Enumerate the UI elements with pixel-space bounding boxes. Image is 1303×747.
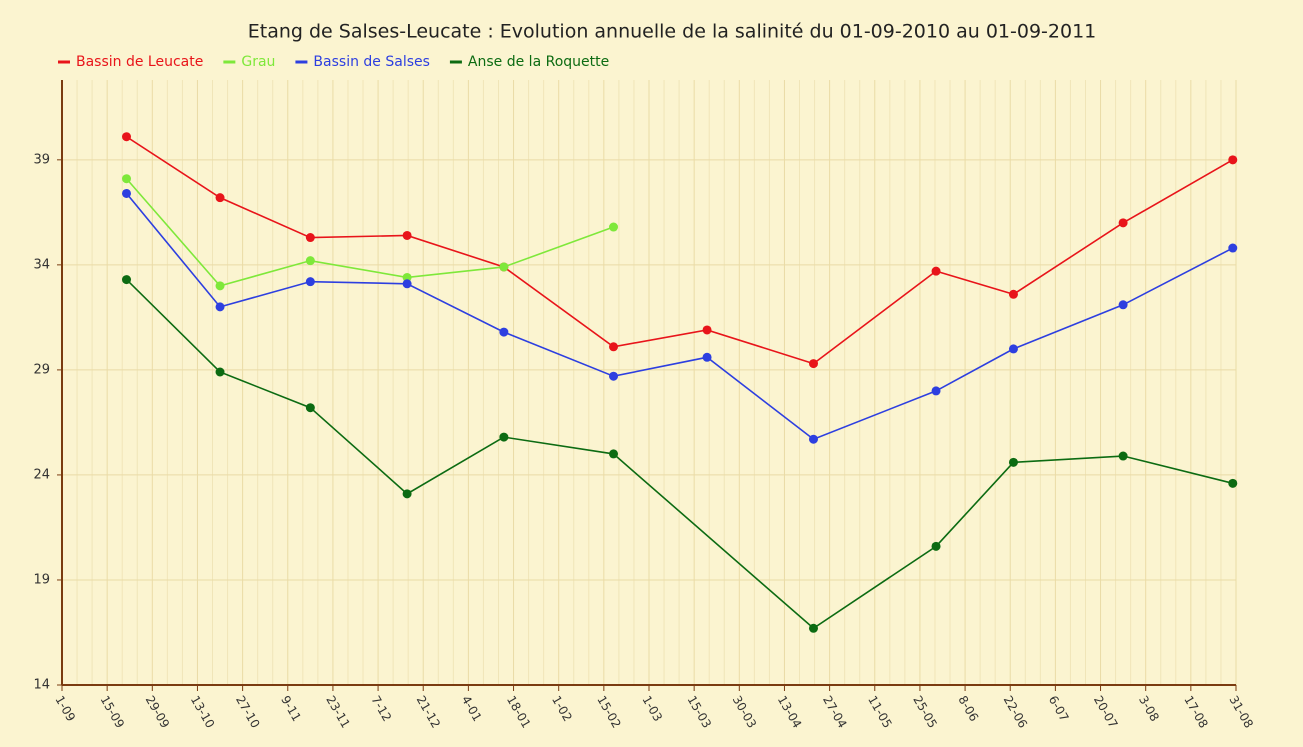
- data-point: [808, 359, 818, 369]
- data-point: [1008, 457, 1018, 467]
- data-point: [122, 275, 132, 285]
- data-point: [609, 342, 619, 352]
- data-point: [305, 277, 315, 287]
- y-tick-label: 14: [33, 678, 50, 693]
- y-tick-label: 19: [33, 572, 50, 587]
- data-point: [609, 371, 619, 381]
- data-point: [931, 541, 941, 551]
- data-point: [808, 623, 818, 633]
- data-point: [1228, 155, 1238, 165]
- data-point: [1008, 344, 1018, 354]
- data-point: [1118, 300, 1128, 310]
- data-point: [305, 233, 315, 243]
- data-point: [499, 327, 509, 337]
- data-point: [122, 188, 132, 198]
- data-point: [609, 449, 619, 459]
- series-line: [125, 192, 1234, 441]
- data-point: [499, 432, 509, 442]
- series-line: [125, 178, 614, 287]
- series-line: [126, 136, 1234, 365]
- legend-label: Bassin de Salses: [313, 54, 430, 70]
- data-point: [215, 302, 225, 312]
- data-point: [499, 262, 509, 272]
- data-point: [1008, 289, 1018, 299]
- legend-label: Anse de la Roquette: [468, 54, 609, 70]
- data-point: [402, 279, 412, 289]
- data-point: [1228, 243, 1238, 253]
- data-point: [702, 352, 712, 362]
- y-tick-label: 29: [33, 362, 50, 377]
- data-point: [402, 272, 412, 282]
- y-tick-label: 39: [33, 152, 50, 167]
- data-point: [122, 132, 132, 142]
- y-tick-label: 34: [33, 257, 50, 272]
- data-point: [1118, 218, 1128, 228]
- data-point: [402, 489, 412, 499]
- data-point: [215, 367, 225, 377]
- data-point: [215, 193, 225, 203]
- data-point: [215, 281, 225, 291]
- y-tick-label: 24: [33, 467, 50, 482]
- legend-label: Grau: [241, 54, 275, 70]
- legend-label: Bassin de Leucate: [76, 54, 203, 70]
- data-point: [402, 230, 412, 240]
- data-point: [931, 266, 941, 276]
- data-point: [931, 386, 941, 396]
- data-point: [808, 434, 818, 444]
- data-point: [702, 325, 712, 335]
- data-point: [609, 222, 619, 232]
- chart-title: Etang de Salses-Leucate : Evolution annu…: [248, 21, 1097, 43]
- data-point: [1228, 478, 1238, 488]
- data-point: [305, 256, 315, 266]
- data-point: [1118, 451, 1128, 461]
- data-point: [305, 403, 315, 413]
- data-point: [122, 174, 132, 184]
